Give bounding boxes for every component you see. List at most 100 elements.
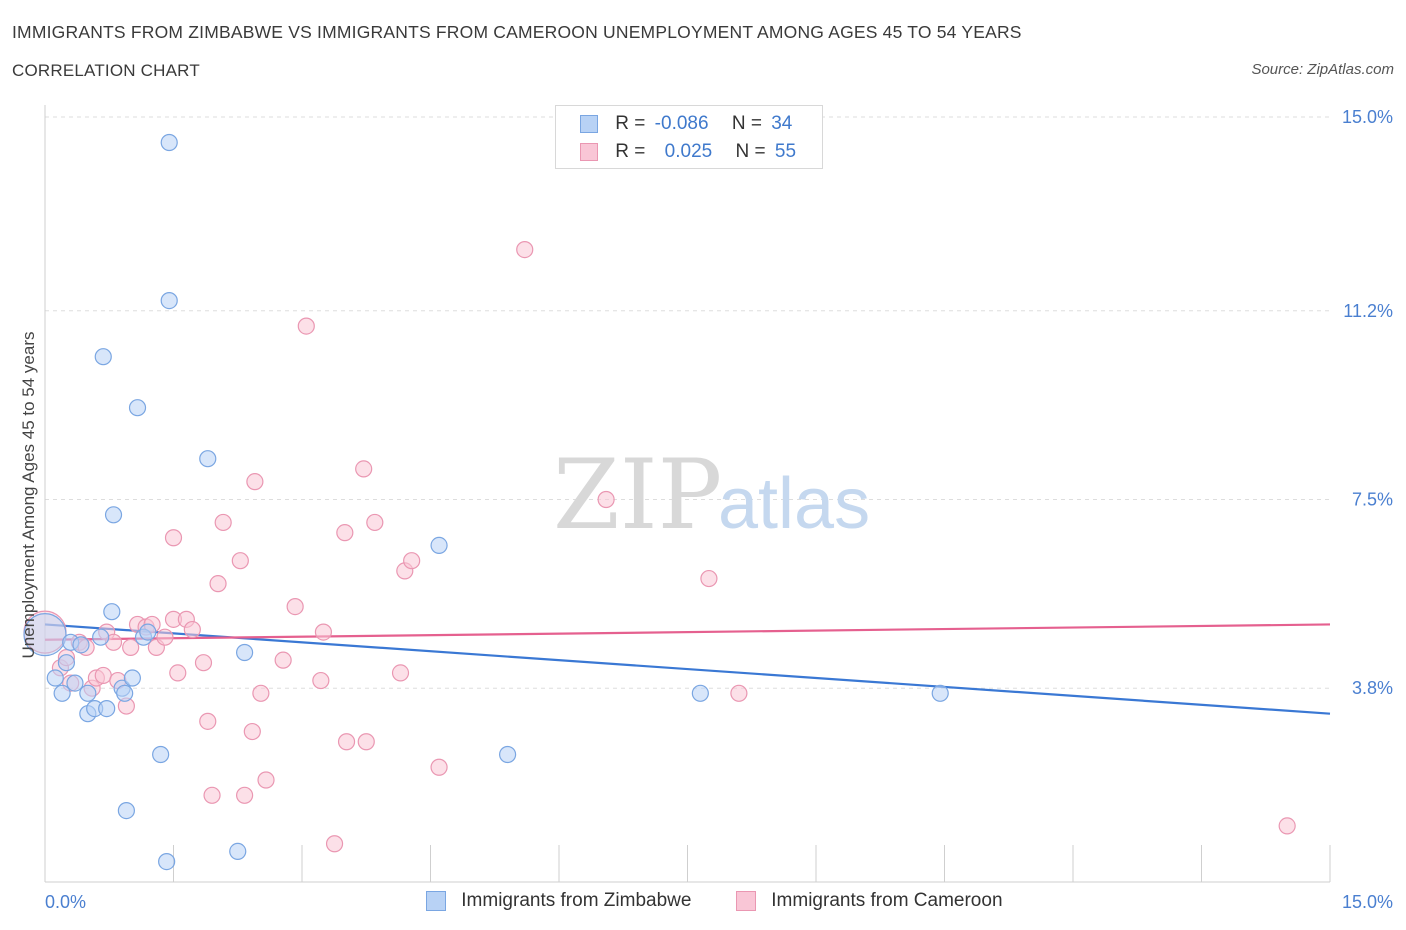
cameroon-point <box>700 569 718 588</box>
n-label: N = <box>731 113 762 134</box>
cameroon-point <box>314 623 333 641</box>
n-value: 55 <box>774 141 797 162</box>
cameroon-point <box>325 835 344 853</box>
cameroon-point <box>199 712 217 730</box>
chart-subtitle: CORRELATION CHART <box>12 61 200 80</box>
n-value: 34 <box>771 113 793 134</box>
cameroon-point <box>243 722 261 741</box>
zimbabwe-point <box>72 636 90 654</box>
zimbabwe-legend-swatch <box>426 890 446 911</box>
cameroon-point <box>516 241 534 259</box>
cameroon-point <box>286 597 304 616</box>
cameroon-swatch <box>580 142 598 161</box>
x-tick-label-min: 0.0% <box>45 892 86 912</box>
zimbabwe-point <box>57 654 76 672</box>
cameroon-point <box>214 513 232 532</box>
watermark-zip: ZIP <box>553 439 722 551</box>
cameroon-point <box>730 684 748 702</box>
y-tick-label: 11.2% <box>1343 301 1393 321</box>
cameroon-point <box>156 628 174 646</box>
zimbabwe-point <box>123 669 141 687</box>
cameroon-point <box>355 460 373 478</box>
cameroon-point <box>94 666 112 685</box>
cameroon-legend-swatch <box>736 890 756 911</box>
chart-title: IMMIGRANTS FROM ZIMBABWE VS IMMIGRANTS F… <box>12 22 1022 42</box>
cameroon-legend-label: Immigrants from Cameroon <box>771 890 1003 911</box>
cameroon-point <box>1278 817 1296 835</box>
cameroon-point <box>357 733 375 751</box>
cameroon-point <box>194 654 213 672</box>
cameroon-point <box>312 671 330 690</box>
r-value: -0.086 <box>654 113 709 134</box>
zimbabwe-point <box>229 842 247 861</box>
zimbabwe-point <box>152 745 170 764</box>
zimbabwe-point <box>499 745 517 764</box>
zimbabwe-point <box>128 399 147 417</box>
zimbabwe-point <box>160 292 178 310</box>
cameroon-point <box>236 786 254 804</box>
bottom-legend-zimbabwe: Immigrants from Zimbabwe <box>426 890 691 912</box>
zimbabwe-point <box>931 684 949 702</box>
zimbabwe-point <box>98 699 116 718</box>
r-value: 0.025 <box>664 141 713 162</box>
cameroon-point <box>597 490 615 509</box>
cameroon-point <box>391 664 410 682</box>
cameroon-point <box>164 529 183 547</box>
legend-row-zimbabwe: R = -0.086 N = 34 <box>580 113 792 137</box>
r-label: R = <box>615 113 646 134</box>
tick-labels: 3.8% 7.5% 11.2% 15.0% 0.0% 15.0% <box>45 107 1393 912</box>
zimbabwe-point <box>160 133 178 152</box>
correlation-legend: R = -0.086 N = 34 R = 0.025 N = 55 <box>555 105 823 169</box>
zimbabwe-point <box>199 450 217 468</box>
cameroon-point <box>336 524 354 542</box>
cameroon-point <box>169 664 187 682</box>
y-tick-label: 3.8% <box>1352 678 1393 698</box>
zimbabwe-point <box>236 643 254 662</box>
zimbabwe-point <box>53 684 71 702</box>
n-label: N = <box>735 141 766 162</box>
zimbabwe-point <box>79 684 97 702</box>
zimbabwe-point <box>139 623 157 641</box>
cameroon-point <box>403 552 421 570</box>
zimbabwe-swatch <box>580 114 598 133</box>
cameroon-point <box>366 513 384 532</box>
x-tick-label-max: 15.0% <box>1342 892 1393 912</box>
cameroon-point <box>231 552 249 570</box>
cameroon-point <box>337 733 356 751</box>
zimbabwe-point <box>103 603 121 621</box>
y-axis-label: Unemployment Among Ages 45 to 54 years <box>19 332 38 659</box>
r-label: R = <box>615 141 646 162</box>
axes <box>44 105 1331 883</box>
zimbabwe-legend-label: Immigrants from Zimbabwe <box>461 890 692 911</box>
cameroon-trend-line <box>44 623 1331 641</box>
zimbabwe-point <box>104 506 123 524</box>
grid <box>45 116 1330 689</box>
watermark: ZIP atlas <box>553 439 870 551</box>
cameroon-point <box>274 651 292 669</box>
cameroon-point <box>246 473 264 491</box>
cameroon-point <box>209 575 227 593</box>
cameroon-point <box>257 771 275 789</box>
zimbabwe-point <box>66 674 84 692</box>
cameroon-point <box>297 317 315 335</box>
zimbabwe-trend-line <box>44 623 1331 715</box>
cameroon-point <box>203 786 221 804</box>
zimbabwe-point <box>94 348 112 366</box>
cameroon-point <box>122 638 140 657</box>
trend-lines <box>44 623 1331 715</box>
zimbabwe-point <box>46 669 64 687</box>
zimbabwe-point <box>691 684 709 702</box>
zimbabwe-point <box>158 852 176 871</box>
y-tick-label: 15.0% <box>1342 107 1393 127</box>
y-tick-label: 7.5% <box>1352 490 1393 510</box>
watermark-atlas: atlas <box>718 464 870 544</box>
zimbabwe-point <box>116 684 134 702</box>
zimbabwe-point <box>117 801 135 820</box>
source-label: Source: ZipAtlas.com <box>1251 61 1394 78</box>
cameroon-point <box>252 684 270 702</box>
data-points <box>23 133 1296 871</box>
zimbabwe-point <box>92 628 110 646</box>
cameroon-point <box>183 620 201 639</box>
zimbabwe-point <box>23 613 67 657</box>
